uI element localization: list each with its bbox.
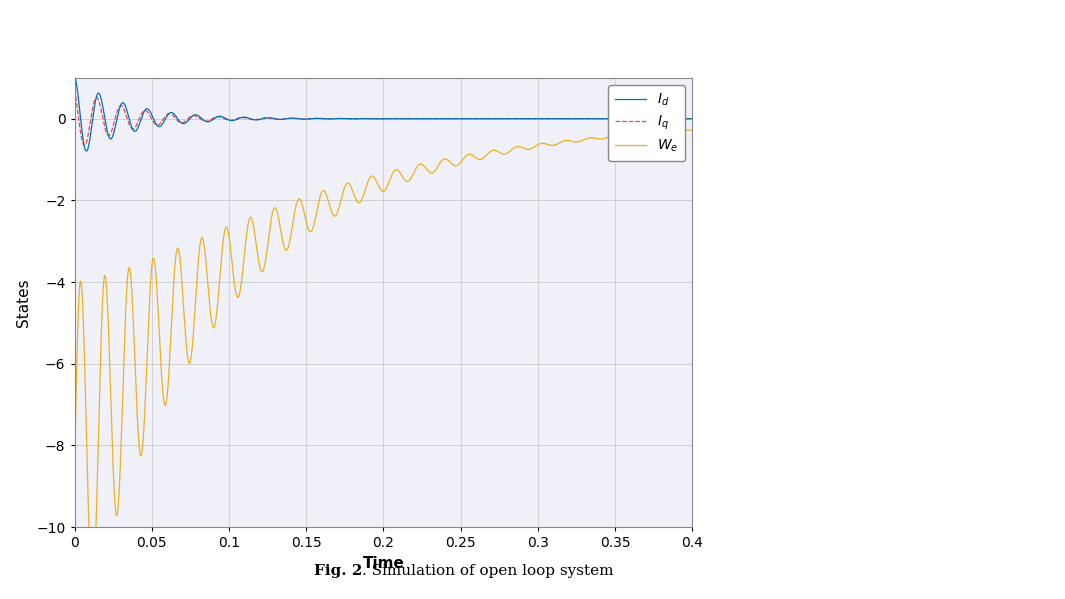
$I_d$ <box>489 115 502 122</box>
$W_e$ <box>155 373 168 380</box>
Line: $W_e$: $W_e$ <box>75 130 692 587</box>
$W_e$ <box>191 271 203 278</box>
$I_q$ <box>68 86 81 93</box>
$I_d$ <box>686 115 699 122</box>
Line: $I_d$: $I_d$ <box>75 78 692 151</box>
Text: . Simulation of open loop system: . Simulation of open loop system <box>362 564 613 578</box>
$I_d$ <box>338 115 350 122</box>
$I_d$ <box>155 122 168 129</box>
$I_d$ <box>331 115 344 122</box>
X-axis label: Time: Time <box>362 556 405 571</box>
$I_q$ <box>489 115 502 122</box>
$W_e$ <box>489 147 502 154</box>
$W_e$ <box>686 126 699 134</box>
Y-axis label: States: States <box>16 278 31 327</box>
$I_q$ <box>78 142 91 149</box>
$W_e$ <box>379 186 392 193</box>
$W_e$ <box>86 583 99 591</box>
$I_q$ <box>155 118 168 125</box>
Text: Fig. 2: Fig. 2 <box>314 564 362 578</box>
$W_e$ <box>68 462 81 470</box>
$I_q$ <box>338 115 350 122</box>
$I_q$ <box>686 115 699 122</box>
$I_q$ <box>331 115 344 122</box>
$W_e$ <box>683 126 695 134</box>
$W_e$ <box>338 184 350 192</box>
$I_d$ <box>191 111 203 119</box>
$I_d$ <box>80 147 93 155</box>
$I_d$ <box>379 115 392 122</box>
Legend: $I_d$, $I_q$, $W_e$: $I_d$, $I_q$, $W_e$ <box>608 85 685 161</box>
Line: $I_q$: $I_q$ <box>75 90 692 146</box>
$W_e$ <box>331 208 344 216</box>
$I_d$ <box>68 74 81 81</box>
$I_q$ <box>379 115 392 122</box>
$I_q$ <box>191 113 203 120</box>
